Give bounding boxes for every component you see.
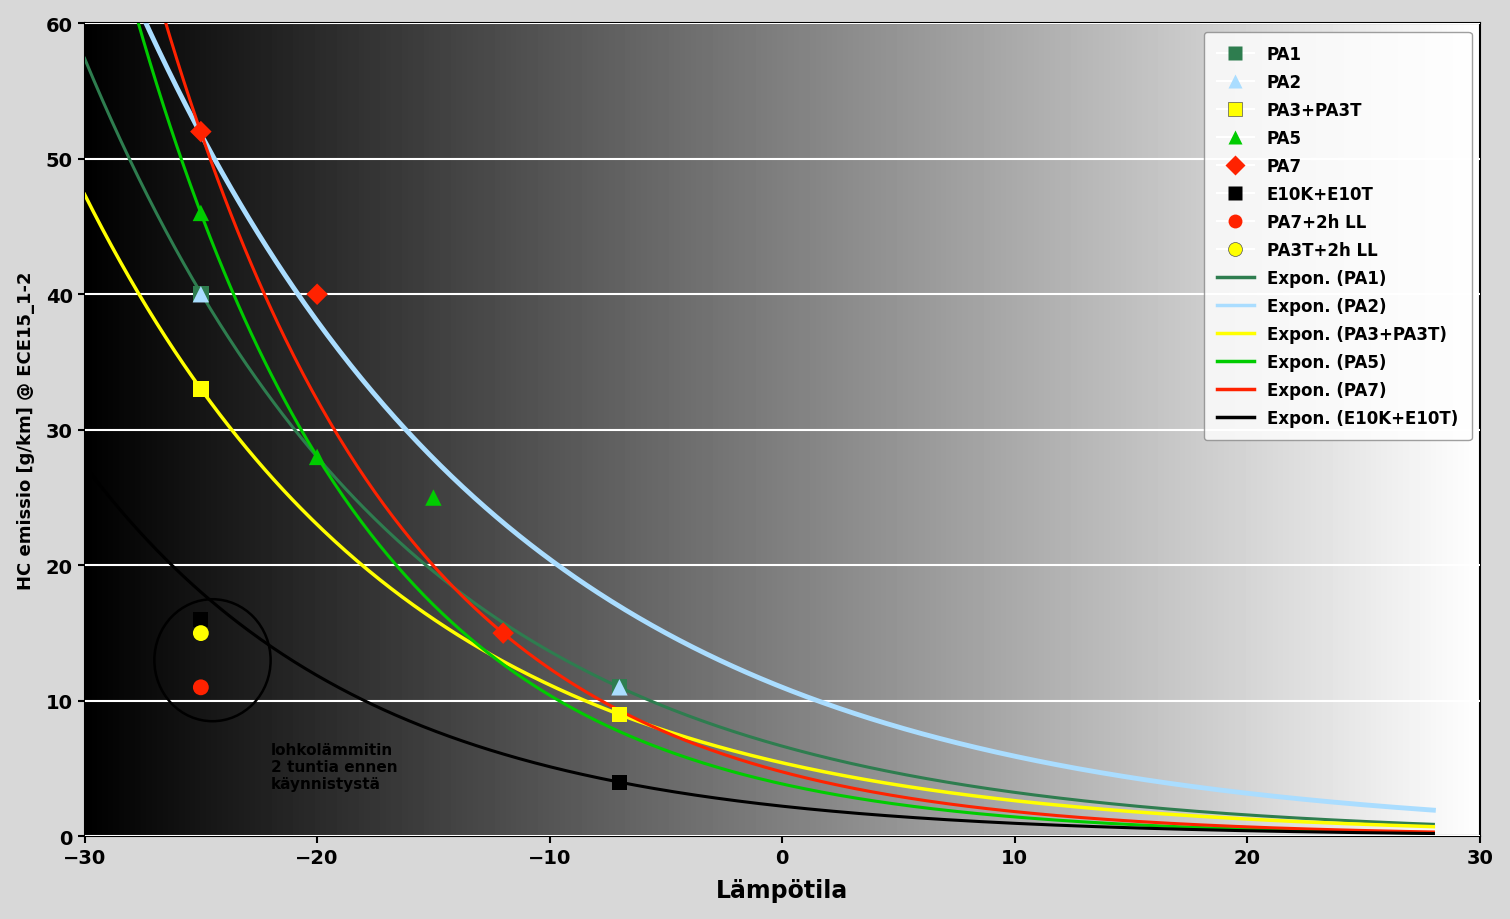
Point xyxy=(189,288,213,302)
Point xyxy=(305,288,329,302)
Point xyxy=(421,491,445,505)
Point xyxy=(189,382,213,397)
X-axis label: Lämpötila: Lämpötila xyxy=(716,879,849,902)
Legend: PA1, PA2, PA3+PA3T, PA5, PA7, E10K+E10T, PA7+2h LL, PA3T+2h LL, Expon. (PA1), Ex: PA1, PA2, PA3+PA3T, PA5, PA7, E10K+E10T,… xyxy=(1203,32,1472,441)
Point xyxy=(607,680,631,695)
Point xyxy=(189,626,213,641)
Point xyxy=(607,708,631,722)
Point xyxy=(189,207,213,221)
Point xyxy=(189,613,213,628)
Point xyxy=(491,626,515,641)
Text: lohkolämmitin
2 tuntia ennen
käynnistystä: lohkolämmitin 2 tuntia ennen käynnistyst… xyxy=(270,742,397,791)
Point xyxy=(305,450,329,465)
Point xyxy=(189,125,213,140)
Y-axis label: HC emissio [g/km] @ ECE15_1-2: HC emissio [g/km] @ ECE15_1-2 xyxy=(17,271,35,589)
Point xyxy=(189,288,213,302)
Point xyxy=(189,680,213,695)
Point xyxy=(607,680,631,695)
Point xyxy=(607,775,631,789)
